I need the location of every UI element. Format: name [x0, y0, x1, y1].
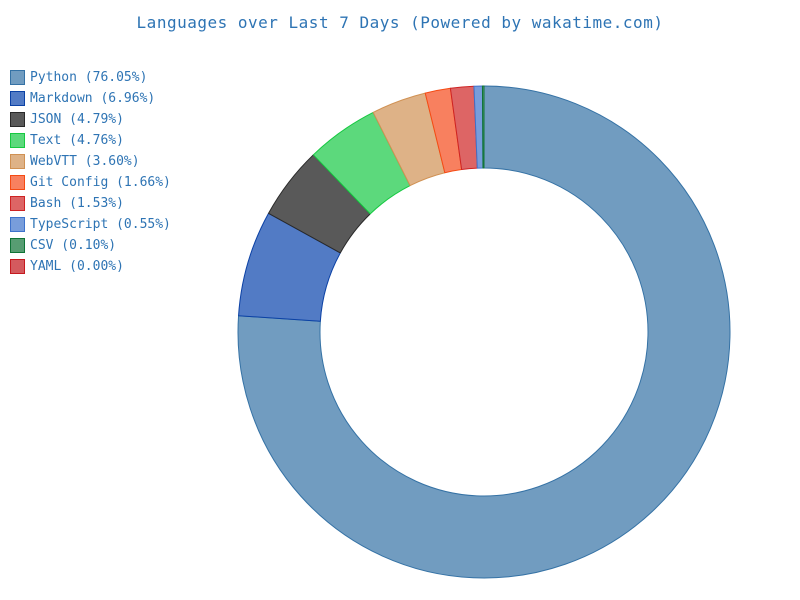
legend-label: YAML (0.00%)	[30, 258, 124, 274]
legend-swatch-icon	[10, 70, 25, 85]
legend-item-typescript: TypeScript (0.55%)	[10, 214, 171, 235]
legend-swatch-icon	[10, 91, 25, 106]
legend-swatch-icon	[10, 259, 25, 274]
legend-item-bash: Bash (1.53%)	[10, 193, 171, 214]
legend: Python (76.05%) Markdown (6.96%) JSON (4.7…	[10, 67, 171, 277]
legend-label: Git Config (1.66%)	[30, 174, 171, 190]
legend-item-csv: CSV (0.10%)	[10, 235, 171, 256]
legend-label: CSV (0.10%)	[30, 237, 117, 253]
legend-label: Markdown (6.96%)	[30, 90, 156, 106]
pie-slice-python	[237, 85, 731, 579]
chart-title: Languages over Last 7 Days (Powered by w…	[136, 13, 664, 32]
legend-label: TypeScript (0.55%)	[30, 216, 171, 232]
legend-swatch-icon	[10, 196, 25, 211]
pie-slice-csv	[481, 85, 485, 169]
legend-label: Text (4.76%)	[30, 132, 124, 148]
legend-swatch-icon	[10, 238, 25, 253]
legend-swatch-icon	[10, 175, 25, 190]
legend-item-webvtt: WebVTT (3.60%)	[10, 151, 171, 172]
legend-label: Python (76.05%)	[30, 69, 148, 85]
legend-swatch-icon	[10, 217, 25, 232]
legend-item-markdown: Markdown (6.96%)	[10, 88, 171, 109]
legend-item-text: Text (4.76%)	[10, 130, 171, 151]
legend-swatch-icon	[10, 112, 25, 127]
legend-swatch-icon	[10, 154, 25, 169]
legend-item-json: JSON (4.79%)	[10, 109, 171, 130]
legend-label: WebVTT (3.60%)	[30, 153, 140, 169]
legend-swatch-icon	[10, 133, 25, 148]
legend-item-yaml: YAML (0.00%)	[10, 256, 171, 277]
legend-item-git-config: Git Config (1.66%)	[10, 172, 171, 193]
legend-label: Bash (1.53%)	[30, 195, 124, 211]
legend-label: JSON (4.79%)	[30, 111, 124, 127]
legend-item-python: Python (76.05%)	[10, 67, 171, 88]
